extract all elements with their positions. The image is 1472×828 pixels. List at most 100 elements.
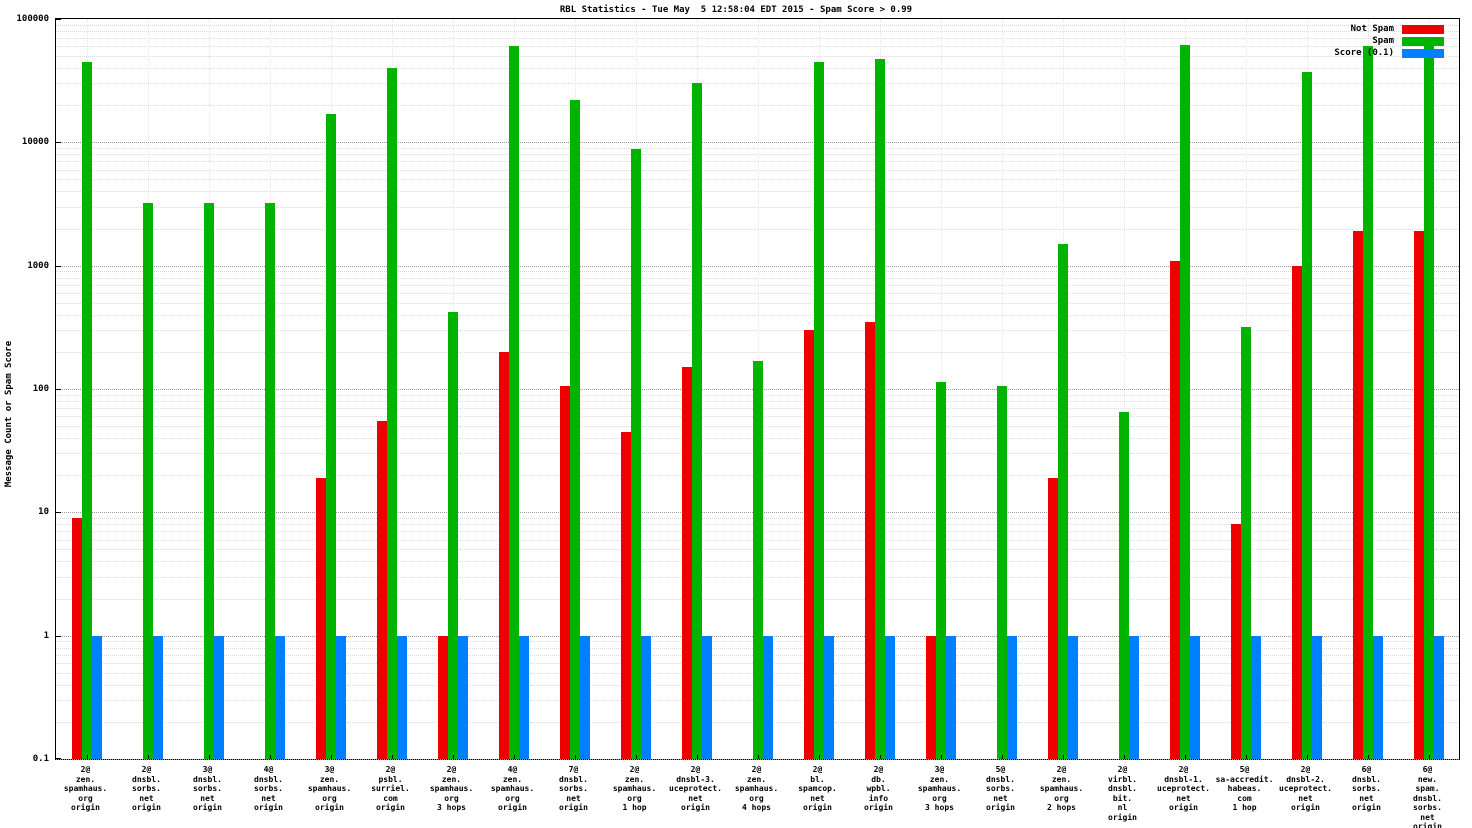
x-label-line: net (1298, 793, 1313, 803)
gridline (56, 759, 1459, 760)
x-label-line: 2@ (1117, 765, 1128, 774)
x-label-line: origin (254, 803, 283, 812)
bar-not-spam (559, 386, 570, 759)
bar-score-0-1 (1311, 635, 1322, 759)
bar-spam (1179, 44, 1190, 759)
x-label-line: 2 hops (1047, 803, 1076, 812)
x-label-line: dnsbl. (1352, 774, 1381, 784)
x-label-line: dnsbl. (559, 774, 588, 784)
x-label-line: spamhaus. (734, 784, 779, 793)
bar-score-0-1 (213, 635, 224, 759)
bar-spam (996, 386, 1007, 759)
bar-score-0-1 (884, 635, 895, 759)
x-label-line: origin (681, 803, 710, 812)
x-label-line: org (78, 793, 93, 803)
y-tick-label: 10000 (21, 137, 49, 148)
x-label-line: wpbl. (866, 784, 891, 793)
x-label-line: new. (1417, 774, 1438, 784)
bar-not-spam (498, 351, 509, 759)
x-label: 2@ dnsbl-3. uceprotect. net origin (665, 765, 726, 813)
bar-not-spam (1047, 477, 1058, 759)
x-label-line: origin (1108, 812, 1137, 822)
x-label-line: 3 hops (925, 803, 954, 812)
x-label-line: spamhaus. (1039, 784, 1084, 793)
bar-score-0-1 (1006, 635, 1017, 759)
x-label-line: 3@ (934, 765, 945, 774)
x-label-line: 2@ (812, 765, 823, 774)
y-tick (56, 512, 61, 514)
gridline (56, 56, 1459, 58)
x-label: 2@ psbl. surriel. com origin (360, 765, 421, 813)
x-label-line: zen. (441, 774, 462, 784)
x-label-line: db. (871, 774, 886, 784)
gridline (56, 191, 1459, 193)
x-label-line: 2@ (1178, 765, 1189, 774)
bar-not-spam (71, 517, 82, 759)
x-label-line: dnsbl-2. (1286, 774, 1325, 784)
x-tick (1062, 755, 1064, 759)
x-tick (391, 755, 393, 759)
legend-row: Spam (1372, 36, 1444, 46)
bar-spam (1118, 412, 1129, 759)
x-tick (696, 755, 698, 759)
y-tick-label: 100 (32, 384, 49, 394)
bar-spam (1301, 72, 1312, 759)
bar-spam (447, 312, 458, 759)
bar-not-spam (1291, 265, 1302, 759)
gridline (56, 302, 1459, 304)
x-label-line: com (383, 793, 398, 803)
x-label-line: bit. (1112, 793, 1133, 803)
x-tick (1245, 755, 1247, 759)
x-label-line: spamhaus. (917, 784, 962, 793)
bar-not-spam (315, 477, 326, 759)
x-tick (208, 755, 210, 759)
bar-not-spam (376, 421, 387, 759)
bar-not-spam (925, 635, 936, 759)
bar-spam (1423, 46, 1434, 759)
legend: Not Spam Spam Score (0.1) (1334, 24, 1444, 58)
x-label-line: habeas. (1227, 784, 1262, 793)
x-label-line: 4@ (507, 765, 518, 774)
bar-not-spam (1413, 231, 1424, 759)
x-label-line: net (139, 793, 154, 803)
x-label-line: origin (559, 803, 588, 812)
y-tick (56, 389, 61, 390)
x-label-line: org (932, 793, 947, 803)
x-tick (269, 755, 271, 759)
x-label-line: origin (71, 803, 100, 812)
gridline (56, 147, 1459, 149)
x-label-line: zen. (624, 774, 645, 784)
bar-score-0-1 (640, 635, 651, 759)
x-tick (1123, 755, 1125, 759)
x-label-line: zen. (319, 774, 340, 784)
bar-spam (569, 100, 580, 759)
gridline (56, 265, 1459, 267)
x-label-line: spamhaus. (429, 784, 474, 793)
gridline (56, 38, 1459, 40)
x-label-line: 5@ (995, 765, 1006, 774)
bar-not-spam (1352, 231, 1363, 759)
x-tick (1306, 755, 1308, 759)
bar-score-0-1 (1067, 635, 1078, 759)
bar-score-0-1 (335, 635, 346, 759)
x-tick (940, 755, 942, 759)
x-tick (635, 755, 637, 759)
x-label: 5@ dnsbl. sorbs. net origin (970, 765, 1031, 813)
x-label-line: spamhaus. (63, 784, 108, 793)
gridline (56, 330, 1459, 332)
x-label-line: 2@ (141, 765, 152, 774)
bar-not-spam (620, 431, 631, 759)
x-tick (757, 755, 759, 759)
y-tick (56, 635, 61, 637)
x-label-line: org (1054, 793, 1069, 803)
x-label-line: bl. (810, 774, 825, 784)
x-label: 3@ zen. spamhaus. org 3 hops (909, 765, 970, 813)
x-label-line: dnsbl. (193, 774, 222, 784)
bar-score-0-1 (1250, 635, 1261, 759)
x-label: 2@ zen. spamhaus. org origin (55, 765, 116, 813)
bar-score-0-1 (945, 635, 956, 759)
legend-swatch (1402, 24, 1444, 34)
x-label-line: 2@ (446, 765, 457, 774)
x-label-line: origin (132, 803, 161, 812)
legend-label: Score (0.1) (1334, 48, 1394, 58)
